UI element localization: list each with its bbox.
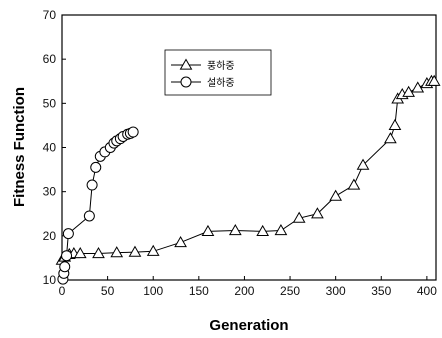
series-1-point [274, 224, 288, 236]
x-tick-label: 350 [371, 284, 391, 298]
series-2-point [61, 250, 73, 262]
x-tick-label: 200 [234, 284, 254, 298]
series-line-1 [61, 80, 435, 261]
series-1-point [311, 207, 324, 219]
x-tick-label: 400 [417, 284, 437, 298]
legend-label-2: 설하중 [207, 76, 235, 89]
series-2-point [127, 126, 139, 138]
series-1-point [402, 85, 415, 97]
x-axis-title: Generation [209, 317, 288, 334]
y-axis-title: Fitness Function [11, 87, 28, 207]
series-1-point [427, 74, 441, 86]
series-1-point [128, 245, 142, 257]
series-1-point [388, 118, 402, 131]
y-tick-label: 60 [43, 52, 57, 66]
series-1-point [110, 246, 124, 258]
x-tick-label: 100 [143, 284, 163, 298]
series-2-point [83, 210, 95, 222]
axis-ticks: 0 50 100 150 200 250 300 350 400 10 20 30 40 50 60 70 [43, 8, 438, 298]
series-1-point [146, 244, 160, 256]
series-markers [55, 74, 441, 285]
series-1-point [256, 224, 270, 237]
series-1-point [73, 246, 87, 259]
series-2-point [62, 228, 74, 240]
x-tick-label: 150 [189, 284, 209, 298]
legend-marker-2 [180, 76, 192, 88]
legend-label-1: 풍하중 [207, 59, 235, 72]
series-1-point [228, 224, 242, 236]
series-1-point [329, 189, 343, 201]
series-2-point [59, 261, 71, 273]
y-tick-label: 30 [43, 185, 57, 199]
series-1-point [174, 235, 187, 248]
y-tick-label: 50 [43, 96, 57, 110]
series-1-point [292, 211, 306, 223]
x-tick-label: 300 [326, 284, 346, 298]
y-tick-label: 10 [43, 273, 57, 287]
series-1-point [92, 246, 105, 259]
y-tick-label: 70 [43, 8, 57, 22]
x-tick-label: 250 [280, 284, 300, 298]
legend-marker-1 [179, 58, 193, 70]
series-2-point [90, 161, 102, 173]
x-tick-label: 0 [59, 284, 66, 298]
legend-box [164, 49, 272, 96]
y-tick-label: 20 [43, 229, 57, 243]
series-1-point [411, 81, 425, 93]
y-tick-label: 40 [43, 141, 57, 155]
x-tick-label: 50 [101, 284, 115, 298]
series-1-point [201, 224, 215, 237]
series-1-point [356, 158, 370, 170]
series-2-point [86, 179, 98, 191]
series-1-point [384, 132, 397, 144]
series-1-point [347, 178, 361, 190]
